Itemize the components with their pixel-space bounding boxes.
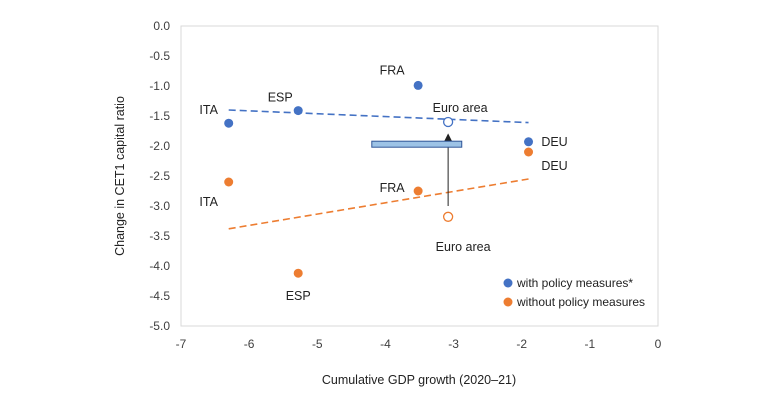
y-tick-label: -3.0 <box>149 199 170 213</box>
point-label: Euro area <box>433 101 488 115</box>
data-point <box>524 137 534 147</box>
data-point <box>524 147 534 157</box>
legend-label: with policy measures* <box>516 276 633 290</box>
x-tick-label: -3 <box>448 337 459 351</box>
x-tick-label: -4 <box>380 337 391 351</box>
point-label: DEU <box>541 135 567 149</box>
data-point <box>293 268 303 278</box>
y-tick-label: -0.5 <box>149 49 170 63</box>
annotation <box>371 133 463 206</box>
data-point <box>413 80 423 90</box>
x-tick-label: -7 <box>176 337 187 351</box>
y-tick-label: -1.0 <box>149 79 170 93</box>
plot-area <box>180 25 659 327</box>
x-tick-label: 0 <box>655 337 662 351</box>
legend-marker <box>503 297 513 307</box>
y-tick-label: -3.5 <box>149 229 170 243</box>
y-tick-label: -4.0 <box>149 259 170 273</box>
data-point <box>413 186 423 196</box>
x-tick-label: -1 <box>585 337 596 351</box>
point-label: Euro area <box>436 240 491 254</box>
x-tick-label: -5 <box>312 337 323 351</box>
y-tick-label: -5.0 <box>149 319 170 333</box>
y-tick-label: -2.0 <box>149 139 170 153</box>
annotation-bar-marker <box>371 140 463 148</box>
point-label: FRA <box>380 63 406 77</box>
legend: with policy measures* without policy meas… <box>503 276 645 309</box>
y-tick-label: 0.0 <box>153 19 170 33</box>
point-label: FRA <box>380 181 406 195</box>
trendlines <box>228 109 529 230</box>
x-tick-label: -2 <box>516 337 527 351</box>
point-label: DEU <box>541 159 567 173</box>
data-point-hollow <box>442 211 454 222</box>
data-point <box>224 118 234 128</box>
point-label: ITA <box>199 103 218 117</box>
legend-label: without policy measures <box>516 295 645 309</box>
x-axis-ticks: -7 -6 -5 -4 -3 -2 -1 0 <box>176 337 662 351</box>
point-label: ESP <box>268 91 293 105</box>
x-axis-title: Cumulative GDP growth (2020–21) <box>322 373 516 387</box>
data-points: ITA ESP FRA DEU Euro area ITA ESP FRA DEU Euro ar… <box>199 63 567 303</box>
data-point-hollow <box>442 116 454 128</box>
point-label: ITA <box>199 195 218 209</box>
trendline <box>228 178 529 230</box>
y-tick-label: -1.5 <box>149 109 170 123</box>
x-tick-label: -6 <box>244 337 255 351</box>
y-tick-label: -2.5 <box>149 169 170 183</box>
point-label: ESP <box>286 289 311 303</box>
trendline <box>228 109 529 124</box>
data-point <box>224 177 234 187</box>
y-axis-title: Change in CET1 capital ratio <box>113 96 127 256</box>
legend-marker <box>503 278 513 288</box>
y-axis-ticks: 0.0 -0.5 -1.0 -1.5 -2.0 -2.5 -3.0 -3.5 -4.0 -4.5 -… <box>149 19 170 333</box>
y-tick-label: -4.5 <box>149 289 170 303</box>
data-point <box>293 106 303 116</box>
